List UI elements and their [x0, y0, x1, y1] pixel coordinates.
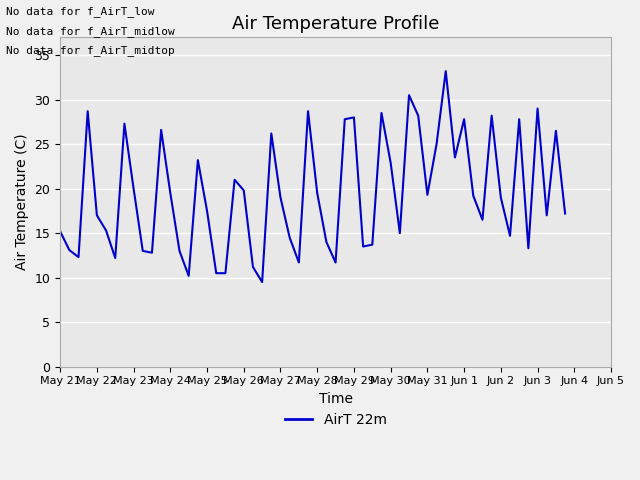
Title: Air Temperature Profile: Air Temperature Profile [232, 15, 439, 33]
X-axis label: Time: Time [319, 392, 353, 406]
Text: No data for f_AirT_midlow: No data for f_AirT_midlow [6, 25, 175, 36]
Legend: AirT 22m: AirT 22m [279, 407, 392, 432]
Y-axis label: Air Temperature (C): Air Temperature (C) [15, 133, 29, 270]
Text: TZ_tmet: TZ_tmet [0, 479, 1, 480]
Text: No data for f_AirT_low: No data for f_AirT_low [6, 6, 155, 17]
Text: No data for f_AirT_midtop: No data for f_AirT_midtop [6, 45, 175, 56]
